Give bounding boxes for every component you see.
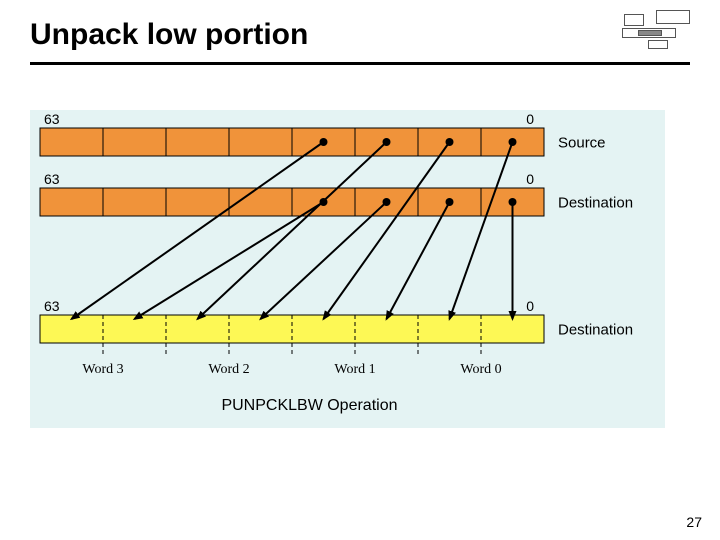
register-byte-cell xyxy=(40,128,103,156)
register-byte-cell xyxy=(166,128,229,156)
register-label: Destination xyxy=(558,195,633,212)
unpack-arrow xyxy=(387,202,450,319)
register-byte-cell xyxy=(103,128,166,156)
corner-logo xyxy=(622,10,692,50)
register-byte-cell xyxy=(229,128,292,156)
register-label: Destination xyxy=(558,322,633,339)
unpack-arrow xyxy=(198,142,387,319)
unpack-arrow xyxy=(324,142,450,319)
bit-label-lo: 0 xyxy=(526,171,534,187)
title-underline xyxy=(30,62,690,65)
word-label: Word 2 xyxy=(208,362,249,377)
bit-label-hi: 63 xyxy=(44,111,60,127)
unpack-arrow xyxy=(135,202,324,319)
bit-label-hi: 63 xyxy=(44,298,60,314)
bit-label-lo: 0 xyxy=(526,298,534,314)
register-byte-cell xyxy=(103,188,166,216)
register-label: Source xyxy=(558,135,606,152)
page-number: 27 xyxy=(686,514,702,530)
punpcklbw-diagram: 63 0 Source 63 0 Destination 63 0 Destination Wor… xyxy=(30,110,690,450)
slide-title: Unpack low portion xyxy=(30,18,308,52)
bit-label-lo: 0 xyxy=(526,111,534,127)
unpack-arrow xyxy=(261,202,387,319)
bit-label-hi: 63 xyxy=(44,171,60,187)
register-byte-cell xyxy=(40,188,103,216)
word-label: Word 1 xyxy=(334,362,375,377)
word-label: Word 0 xyxy=(460,362,501,377)
diagram-caption: PUNPCKLBW Operation xyxy=(221,397,397,414)
register-byte-cell xyxy=(166,188,229,216)
unpack-arrow xyxy=(450,142,513,319)
word-label: Word 3 xyxy=(82,362,123,377)
unpack-arrow xyxy=(72,142,324,319)
